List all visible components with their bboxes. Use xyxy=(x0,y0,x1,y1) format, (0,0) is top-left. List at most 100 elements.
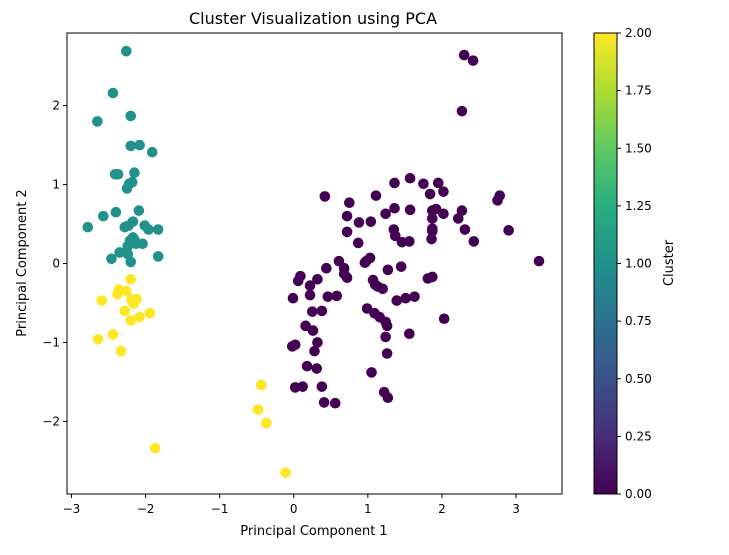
data-point-cluster-1 xyxy=(152,251,164,262)
data-point-cluster-2 xyxy=(115,345,127,357)
data-point-cluster-0 xyxy=(438,208,449,220)
data-point-cluster-0 xyxy=(382,392,394,403)
data-point-cluster-1 xyxy=(92,116,103,127)
data-point-cluster-0 xyxy=(400,292,411,304)
data-point-cluster-0 xyxy=(404,172,416,184)
data-point-cluster-0 xyxy=(404,328,415,340)
y-tick-label: 2 xyxy=(52,99,60,113)
data-point-cluster-0 xyxy=(309,345,320,357)
data-point-cluster-0 xyxy=(404,204,416,216)
data-point-cluster-1 xyxy=(82,221,94,233)
y-tick-label: 0 xyxy=(52,257,60,271)
data-point-cluster-1 xyxy=(143,224,154,235)
data-point-cluster-2 xyxy=(125,273,137,285)
x-tick-label: 2 xyxy=(438,502,446,516)
data-point-cluster-0 xyxy=(458,49,470,61)
data-point-cluster-0 xyxy=(432,177,444,189)
data-point-cluster-0 xyxy=(467,55,479,66)
data-point-cluster-2 xyxy=(96,295,108,306)
data-point-cluster-0 xyxy=(306,306,318,317)
data-point-cluster-0 xyxy=(438,186,449,197)
x-tick-label: −2 xyxy=(137,502,155,516)
data-point-cluster-0 xyxy=(424,188,436,200)
data-point-cluster-0 xyxy=(427,271,438,283)
x-axis: −3 −2 −1 0 1 2 3 xyxy=(63,494,520,516)
data-point-cluster-2 xyxy=(92,333,104,345)
colorbar-label: Cluster xyxy=(662,239,677,286)
data-point-cluster-1 xyxy=(119,221,131,233)
data-point-cluster-1 xyxy=(129,167,140,179)
x-axis-label: Principal Component 1 xyxy=(240,524,387,539)
data-point-cluster-0 xyxy=(352,237,364,249)
data-point-cluster-0 xyxy=(316,381,328,392)
data-point-cluster-0 xyxy=(316,305,328,317)
data-point-cluster-2 xyxy=(255,379,267,391)
data-point-cluster-0 xyxy=(304,289,316,301)
data-point-cluster-1 xyxy=(134,139,145,151)
data-point-cluster-0 xyxy=(418,178,429,190)
data-point-cluster-0 xyxy=(438,313,450,325)
data-point-cluster-0 xyxy=(287,292,299,304)
data-point-cluster-0 xyxy=(329,397,341,409)
y-axis: −2 −1 0 1 2 xyxy=(42,99,67,428)
data-point-cluster-1 xyxy=(121,183,133,194)
x-tick-label: 0 xyxy=(290,502,298,516)
data-point-cluster-1 xyxy=(133,205,145,216)
data-point-cluster-0 xyxy=(289,339,301,351)
data-point-cluster-0 xyxy=(377,283,388,295)
data-point-cluster-2 xyxy=(128,298,139,310)
data-point-cluster-0 xyxy=(391,295,403,306)
data-point-cluster-1 xyxy=(146,146,158,158)
data-point-cluster-0 xyxy=(338,268,350,280)
data-point-cluster-0 xyxy=(292,275,304,287)
data-point-cluster-1 xyxy=(114,247,125,258)
chart-title: Cluster Visualization using PCA xyxy=(189,9,437,28)
data-point-cluster-1 xyxy=(122,240,134,252)
y-axis-label: Principal Component 2 xyxy=(15,189,30,336)
data-point-cluster-1 xyxy=(109,168,121,180)
data-point-cluster-1 xyxy=(98,210,109,222)
data-point-cluster-0 xyxy=(494,190,506,201)
colorbar xyxy=(593,32,618,495)
data-point-cluster-1 xyxy=(110,206,122,218)
data-point-cluster-2 xyxy=(149,442,161,454)
y-tick-label: 1 xyxy=(52,178,60,192)
data-point-cluster-1 xyxy=(120,45,132,57)
data-point-cluster-0 xyxy=(353,217,365,228)
data-point-cluster-0 xyxy=(307,325,319,336)
colorbar-tick-label: 0.50 xyxy=(625,372,652,386)
colorbar-ticks: 0.00 0.25 0.50 0.75 1.00 1.25 1.50 1.75 2.00 xyxy=(617,26,652,501)
data-point-cluster-0 xyxy=(322,291,334,302)
data-point-cluster-0 xyxy=(426,233,437,245)
data-point-cluster-1 xyxy=(125,110,137,122)
data-point-cluster-1 xyxy=(137,238,148,250)
data-point-cluster-0 xyxy=(304,280,316,291)
data-point-cluster-0 xyxy=(318,397,330,408)
colorbar-tick-label: 1.25 xyxy=(625,199,652,213)
data-point-cluster-0 xyxy=(365,216,377,227)
data-point-cluster-0 xyxy=(341,210,353,222)
data-point-cluster-0 xyxy=(382,264,394,276)
data-point-cluster-0 xyxy=(404,236,415,247)
colorbar-tick-label: 2.00 xyxy=(625,26,652,40)
data-point-cluster-0 xyxy=(321,262,332,274)
data-point-cluster-0 xyxy=(389,202,400,214)
data-point-cluster-0 xyxy=(364,252,376,264)
data-point-cluster-0 xyxy=(381,348,393,359)
data-point-cluster-2 xyxy=(112,288,123,300)
colorbar-tick-label: 0.00 xyxy=(625,487,652,501)
data-point-cluster-1 xyxy=(107,87,119,99)
data-point-cluster-0 xyxy=(468,236,480,247)
data-point-cluster-0 xyxy=(380,331,391,343)
data-point-cluster-0 xyxy=(311,363,323,374)
data-point-cluster-2 xyxy=(261,417,272,429)
colorbar-tick-label: 1.75 xyxy=(625,84,652,98)
x-tick-label: −3 xyxy=(63,502,81,516)
data-point-cluster-0 xyxy=(366,367,377,378)
data-point-cluster-2 xyxy=(120,285,132,297)
data-point-cluster-2 xyxy=(144,307,156,319)
y-tick-label: −2 xyxy=(42,414,60,428)
colorbar-tick-label: 0.75 xyxy=(625,314,652,328)
data-point-cluster-0 xyxy=(456,205,468,216)
